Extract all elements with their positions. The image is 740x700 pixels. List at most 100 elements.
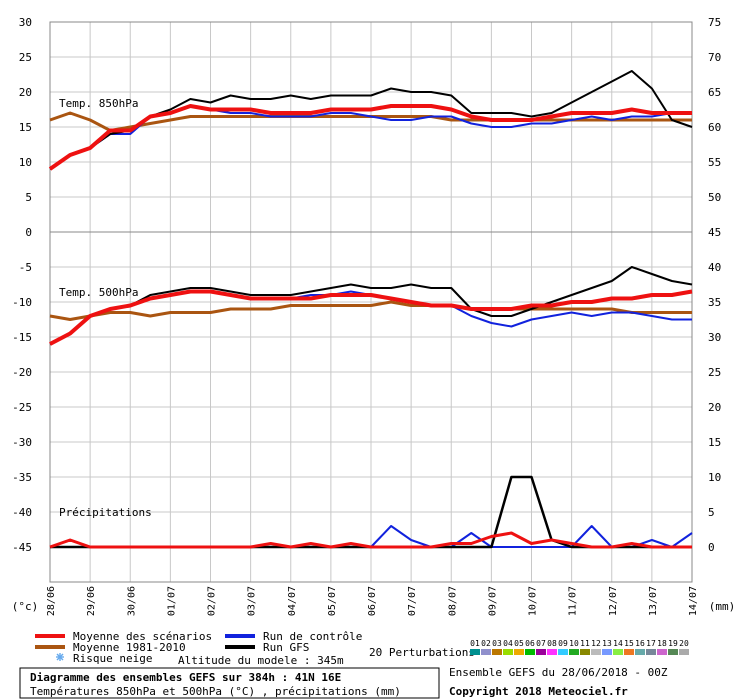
plot-frame (49, 21, 693, 583)
perturbation-swatch (569, 649, 579, 655)
perturbation-id: 17 (646, 639, 656, 648)
line-t500-gfs (49, 266, 693, 345)
y-left-tick: -15 (12, 331, 32, 344)
y-right-tick: 30 (708, 331, 721, 344)
perturbation-id: 15 (624, 639, 634, 648)
right-unit: (mm) (709, 600, 736, 613)
x-tick-label: 03/07 (247, 586, 258, 616)
y-left-tick: -10 (12, 296, 32, 309)
legend: Moyenne des scénarios Moyenne 1981-2010 … (35, 630, 689, 667)
y-left-tick: 10 (19, 156, 32, 169)
y-right-tick: 50 (708, 191, 721, 204)
perturbation-id: 12 (591, 639, 601, 648)
y-left-tick: -5 (19, 261, 32, 274)
perturbation-id: 07 (536, 639, 546, 648)
x-tick-label: 07/07 (407, 586, 418, 616)
x-tick-label: 29/06 (86, 586, 97, 616)
y-left-tick: 30 (19, 16, 32, 29)
legend-swatch-mean (35, 634, 65, 638)
perturbation-swatch (547, 649, 557, 655)
perturbation-swatch (624, 649, 634, 655)
x-tick-label: 06/07 (367, 586, 378, 616)
perturbation-swatch (558, 649, 568, 655)
perturbation-swatch (525, 649, 535, 655)
x-tick-label: 01/07 (166, 586, 177, 616)
perturbation-swatch (503, 649, 513, 655)
perturbation-id: 14 (613, 639, 623, 648)
perturbations-label: 20 Perturbations (369, 646, 475, 659)
perturbation-swatch (668, 649, 678, 655)
y-right-tick: 70 (708, 51, 721, 64)
perturbation-legend: 01 02 03 04 05 06 07 08 09 10 11 12 13 14 15 16 17 18 19 20 (470, 639, 689, 655)
perturbation-id: 13 (602, 639, 612, 648)
legend-swatch-gfs (225, 645, 255, 649)
perturbation-swatch (635, 649, 645, 655)
y-left-tick: 15 (19, 121, 32, 134)
legend-mean: Moyenne des scénarios (73, 630, 212, 643)
label-precip: Précipitations (59, 506, 152, 519)
perturbation-id: 05 (514, 639, 524, 648)
y-right-tick: 75 (708, 16, 721, 29)
perturbation-id: 08 (547, 639, 557, 648)
x-tick-label: 11/07 (568, 586, 579, 616)
perturbation-swatch (679, 649, 689, 655)
x-tick-label: 05/07 (327, 586, 338, 616)
perturbation-id: 06 (525, 639, 535, 648)
line-t500-mean (49, 289, 693, 346)
y-left-tick: -35 (12, 471, 32, 484)
y-right-tick: 25 (708, 366, 721, 379)
y-left-tick: 20 (19, 86, 32, 99)
y-left-tick: -25 (12, 401, 32, 414)
line-t850-mean (48, 104, 692, 171)
y-right-tick: 0 (708, 541, 715, 554)
perturbation-swatch (514, 649, 524, 655)
perturbation-swatch (602, 649, 612, 655)
run-info: Ensemble GEFS du 28/06/2018 - 00Z (449, 666, 668, 679)
y-left-tick: -40 (12, 506, 32, 519)
y-right-tick: 55 (708, 156, 721, 169)
legend-swatch-control (225, 634, 255, 638)
legend-control: Run de contrôle (263, 630, 362, 643)
perturbation-id: 20 (679, 639, 689, 648)
x-ticks: 28/06 29/06 30/06 01/07 02/07 03/07 04/07 05/07… (46, 586, 699, 616)
legend-climatology: Moyenne 1981-2010 (73, 641, 186, 654)
perturbation-id: 18 (657, 639, 667, 648)
x-tick-label: 30/06 (126, 586, 137, 616)
perturbation-swatch (646, 649, 656, 655)
y-left-tick: -30 (12, 436, 32, 449)
y-right-tick: 35 (708, 296, 721, 309)
y-right-tick: 45 (708, 226, 721, 239)
altitude-label: Altitude du modele : 345m (178, 654, 344, 667)
y-right-tick: 40 (708, 261, 721, 274)
y-left-tick: -45 (12, 541, 32, 554)
x-tick-label: 02/07 (207, 586, 218, 616)
copyright: Copyright 2018 Meteociel.fr (449, 685, 628, 698)
perturbation-swatch (470, 649, 480, 655)
perturbation-id: 16 (635, 639, 645, 648)
x-tick-label: 28/06 (46, 586, 57, 616)
perturbation-id: 03 (492, 639, 502, 648)
plot-border (49, 21, 693, 583)
perturbation-swatch (657, 649, 667, 655)
y-right-tick: 15 (708, 436, 721, 449)
x-tick-label: 12/07 (608, 586, 619, 616)
y-left-tick: 25 (19, 51, 32, 64)
label-t850: Temp. 850hPa (59, 97, 138, 110)
x-tick-label: 09/07 (487, 586, 498, 616)
y-right-tick: 20 (708, 401, 721, 414)
legend-snow: Risque neige (73, 652, 152, 665)
perturbation-swatch (492, 649, 502, 655)
x-tick-label: 14/07 (688, 586, 699, 616)
perturbation-id: 19 (668, 639, 678, 648)
chart-subtitle: Températures 850hPa et 500hPa (°C) , pré… (30, 685, 401, 698)
x-tick-label: 04/07 (287, 586, 298, 616)
y-left-tick: 0 (25, 226, 32, 239)
line-precip-mean (49, 531, 692, 549)
y-left-tick: -20 (12, 366, 32, 379)
perturbation-swatch (536, 649, 546, 655)
y-right-tick: 65 (708, 86, 721, 99)
perturbation-id: 09 (558, 639, 568, 648)
perturbation-swatch (481, 649, 491, 655)
